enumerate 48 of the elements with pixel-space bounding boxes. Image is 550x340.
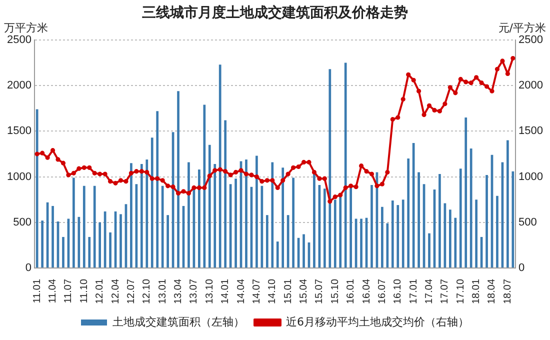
y-tick-label: 0 <box>25 262 32 274</box>
x-tick-label: 11.07 <box>63 278 74 304</box>
chart-title: 三线城市月度土地成交建筑面积及价格走势 <box>141 4 409 22</box>
x-tick-label: 15.04 <box>298 278 310 304</box>
x-tick-label: 16.07 <box>376 278 388 304</box>
x-tick-label: 14.10 <box>267 278 278 304</box>
x-tick-label: 12.01 <box>94 278 106 304</box>
x-tick-label: 14.07 <box>251 278 262 304</box>
y-tick-label: 2500 <box>6 34 32 46</box>
x-tick-label: 16.10 <box>392 278 404 304</box>
x-tick-label: 18.07 <box>502 278 514 304</box>
x-tick-label: 17.07 <box>440 278 451 304</box>
x-tick-label: 11.01 <box>32 278 43 304</box>
x-tick-label: 13.10 <box>204 278 216 304</box>
x-tick-label: 13.07 <box>188 278 200 304</box>
x-tick-label: 13.01 <box>157 278 168 304</box>
x-tick-label: 17.10 <box>455 278 466 304</box>
x-tick-label: 11.10 <box>78 278 90 304</box>
x-tick-label: 17.01 <box>408 278 420 304</box>
x-tick-label: 17.04 <box>424 278 435 304</box>
legend-label: 土地成交建筑面积（左轴） <box>112 315 244 328</box>
x-tick-label: 12.04 <box>110 278 122 304</box>
x-tick-label: 12.07 <box>126 278 137 304</box>
y2-tick-label: 1000 <box>518 170 544 183</box>
x-tick-label: 16.04 <box>361 278 372 304</box>
y-tick-label: 2000 <box>6 80 32 92</box>
y2-tick-label: 2500 <box>518 34 544 46</box>
y2-tick-label: 2000 <box>518 80 544 92</box>
x-tick-label: 14.01 <box>220 278 232 304</box>
legend-label: 近6月移动平均土地成交均价（右轴） <box>286 315 469 328</box>
x-tick-label: 12.10 <box>142 278 153 304</box>
x-tick-label: 11.04 <box>48 278 59 304</box>
y2-tick-label: 500 <box>518 216 537 228</box>
y2-tick-label: 0 <box>518 262 525 274</box>
x-tick-label: 18.01 <box>471 278 482 304</box>
y2-axis-title: 元/平方米 <box>498 21 546 34</box>
x-tick-label: 13.04 <box>173 278 184 304</box>
x-tick-label: 14.04 <box>236 278 247 304</box>
x-tick-label: 15.01 <box>282 278 294 304</box>
y-tick-label: 1000 <box>6 170 32 183</box>
y-tick-label: 500 <box>13 216 32 228</box>
x-tick-label: 16.01 <box>346 278 357 304</box>
x-tick-label: 15.07 <box>314 278 326 304</box>
y-axis-title: 万平方米 <box>4 21 48 34</box>
x-tick-label: 15.10 <box>330 278 341 304</box>
y2-tick-label: 1500 <box>518 125 544 138</box>
y-tick-label: 1500 <box>6 125 32 138</box>
x-tick-label: 18.04 <box>486 278 498 304</box>
